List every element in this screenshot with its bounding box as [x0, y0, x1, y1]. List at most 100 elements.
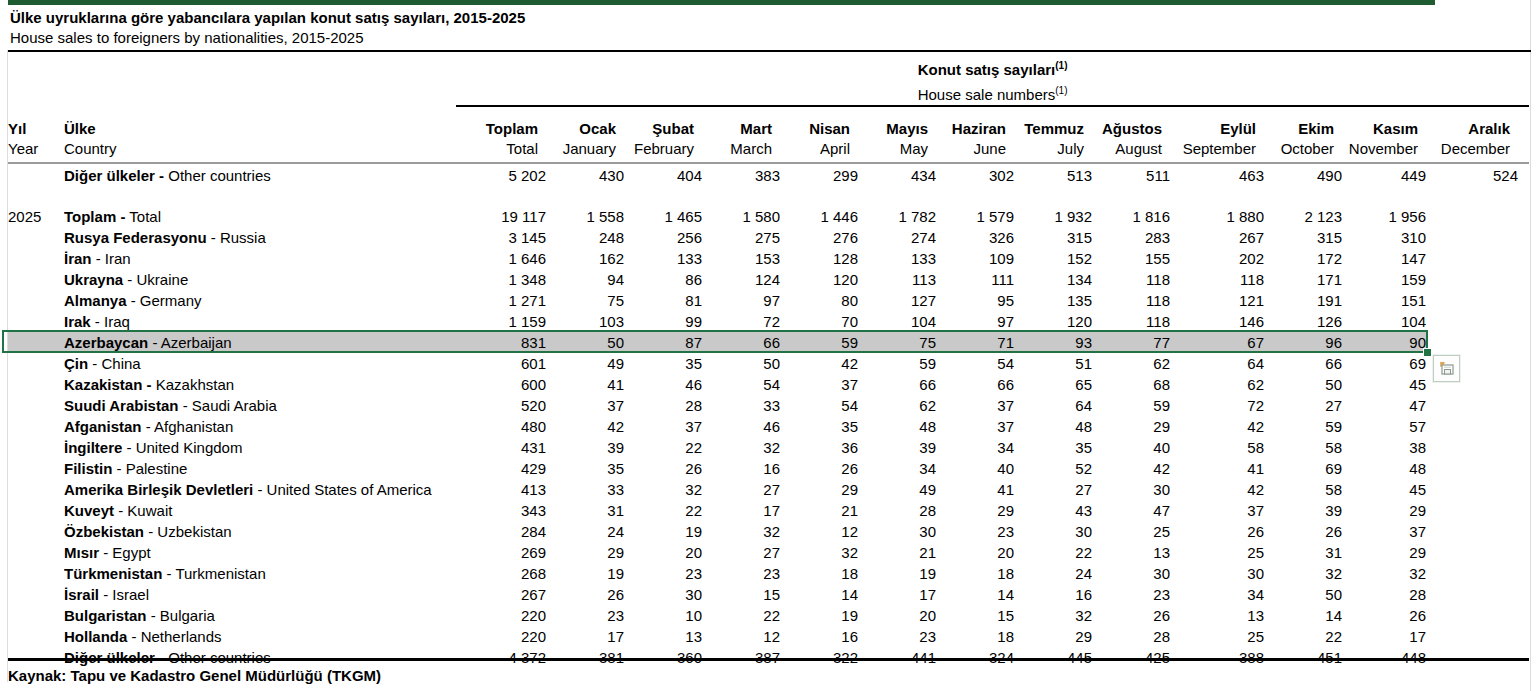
month-value-cell[interactable]	[1426, 542, 1518, 563]
month-value-cell[interactable]: 13	[624, 626, 702, 647]
country-cell[interactable]: Mısır - Egypt	[64, 542, 456, 563]
month-value-cell[interactable]: 151	[1342, 290, 1426, 311]
month-value-cell[interactable]: 29	[1092, 416, 1170, 437]
month-value-cell[interactable]: 18	[936, 563, 1014, 584]
month-value-cell[interactable]: 19	[858, 563, 936, 584]
month-value-cell[interactable]: 111	[936, 269, 1014, 290]
month-value-cell[interactable]: 69	[1264, 458, 1342, 479]
year-cell[interactable]	[8, 542, 64, 563]
month-value-cell[interactable]: 46	[624, 374, 702, 395]
month-value-cell[interactable]: 29	[1014, 626, 1092, 647]
month-value-cell[interactable]: 490	[1264, 163, 1342, 186]
month-value-cell[interactable]: 511	[1092, 163, 1170, 186]
month-value-cell[interactable]: 449	[1342, 163, 1426, 186]
month-value-cell[interactable]	[1426, 416, 1518, 437]
month-value-cell[interactable]: 96	[1264, 332, 1342, 353]
month-value-cell[interactable]: 104	[1342, 311, 1426, 332]
month-value-cell[interactable]: 49	[546, 353, 624, 374]
month-value-cell[interactable]: 80	[780, 290, 858, 311]
month-value-cell[interactable]: 27	[702, 542, 780, 563]
month-value-cell[interactable]: 27	[1264, 395, 1342, 416]
month-value-cell[interactable]: 50	[1264, 584, 1342, 605]
month-value-cell[interactable]	[1426, 332, 1518, 353]
month-value-cell[interactable]: 120	[780, 269, 858, 290]
country-cell[interactable]: İran - Iran	[64, 248, 456, 269]
month-value-cell[interactable]: 29	[1342, 542, 1426, 563]
month-value-cell[interactable]: 62	[858, 395, 936, 416]
country-cell[interactable]: Kuveyt - Kuwait	[64, 500, 456, 521]
year-cell[interactable]	[8, 290, 64, 311]
month-value-cell[interactable]: 120	[1014, 311, 1092, 332]
month-value-cell[interactable]: 22	[1264, 626, 1342, 647]
month-value-cell[interactable]: 12	[780, 521, 858, 542]
month-value-cell[interactable]: 404	[624, 163, 702, 186]
month-value-cell[interactable]: 134	[1014, 269, 1092, 290]
month-value-cell[interactable]: 14	[780, 584, 858, 605]
selection-fill-handle[interactable]	[1423, 348, 1432, 357]
month-value-cell[interactable]: 32	[702, 521, 780, 542]
month-value-cell[interactable]	[1426, 626, 1518, 647]
month-value-cell[interactable]: 62	[1092, 353, 1170, 374]
month-value-cell[interactable]: 39	[546, 437, 624, 458]
month-value-cell[interactable]: 10	[624, 605, 702, 626]
empty-cell[interactable]	[8, 186, 1529, 206]
year-cell[interactable]	[8, 437, 64, 458]
month-value-cell[interactable]: 28	[858, 500, 936, 521]
month-value-cell[interactable]	[1426, 563, 1518, 584]
month-value-cell[interactable]	[1426, 437, 1518, 458]
total-cell[interactable]: 220	[456, 605, 546, 626]
month-value-cell[interactable]: 30	[1092, 479, 1170, 500]
month-value-cell[interactable]: 23	[936, 521, 1014, 542]
country-cell[interactable]: Toplam - Total	[64, 206, 456, 227]
month-value-cell[interactable]: 133	[858, 248, 936, 269]
year-cell[interactable]	[8, 269, 64, 290]
year-cell[interactable]	[8, 605, 64, 626]
month-value-cell[interactable]: 59	[1092, 395, 1170, 416]
country-cell[interactable]: Afganistan - Afghanistan	[64, 416, 456, 437]
month-value-cell[interactable]: 90	[1342, 332, 1426, 353]
country-cell[interactable]: Hollanda - Netherlands	[64, 626, 456, 647]
month-value-cell[interactable]: 34	[858, 458, 936, 479]
country-cell[interactable]: Türkmenistan - Turkmenistan	[64, 563, 456, 584]
country-cell[interactable]: Diğer ülkeler - Other countries	[64, 163, 456, 186]
month-value-cell[interactable]: 51	[1014, 353, 1092, 374]
total-cell[interactable]: 1 271	[456, 290, 546, 311]
month-value-cell[interactable]: 50	[702, 353, 780, 374]
month-value-cell[interactable]: 147	[1342, 248, 1426, 269]
total-cell[interactable]: 5 202	[456, 163, 546, 186]
month-value-cell[interactable]: 103	[546, 311, 624, 332]
month-value-cell[interactable]: 58	[1264, 437, 1342, 458]
month-value-cell[interactable]: 32	[624, 479, 702, 500]
country-cell[interactable]: Amerika Birleşik Devletleri - United Sta…	[64, 479, 456, 500]
year-cell[interactable]	[8, 248, 64, 269]
month-value-cell[interactable]: 30	[624, 584, 702, 605]
month-value-cell[interactable]: 22	[624, 437, 702, 458]
year-cell[interactable]	[8, 521, 64, 542]
month-value-cell[interactable]: 69	[1342, 353, 1426, 374]
month-value-cell[interactable]: 16	[780, 626, 858, 647]
month-value-cell[interactable]: 65	[1014, 374, 1092, 395]
month-value-cell[interactable]: 26	[1092, 605, 1170, 626]
month-value-cell[interactable]: 13	[1170, 605, 1264, 626]
month-value-cell[interactable]: 28	[624, 395, 702, 416]
month-value-cell[interactable]: 1 465	[624, 206, 702, 227]
country-cell[interactable]: İngiltere - United Kingdom	[64, 437, 456, 458]
month-value-cell[interactable]: 25	[1170, 542, 1264, 563]
month-value-cell[interactable]: 42	[546, 416, 624, 437]
month-value-cell[interactable]: 32	[1014, 605, 1092, 626]
country-cell[interactable]: Rusya Federasyonu - Russia	[64, 227, 456, 248]
month-value-cell[interactable]: 32	[1342, 563, 1426, 584]
country-cell[interactable]: Almanya - Germany	[64, 290, 456, 311]
month-value-cell[interactable]: 172	[1264, 248, 1342, 269]
month-value-cell[interactable]: 41	[1170, 458, 1264, 479]
month-value-cell[interactable]: 77	[1092, 332, 1170, 353]
month-value-cell[interactable]	[1426, 269, 1518, 290]
month-value-cell[interactable]: 43	[1014, 500, 1092, 521]
month-value-cell[interactable]: 47	[1092, 500, 1170, 521]
month-value-cell[interactable]: 95	[936, 290, 1014, 311]
month-value-cell[interactable]: 20	[936, 542, 1014, 563]
month-value-cell[interactable]: 35	[1014, 437, 1092, 458]
month-value-cell[interactable]: 135	[1014, 290, 1092, 311]
month-value-cell[interactable]: 75	[546, 290, 624, 311]
month-value-cell[interactable]: 97	[936, 311, 1014, 332]
